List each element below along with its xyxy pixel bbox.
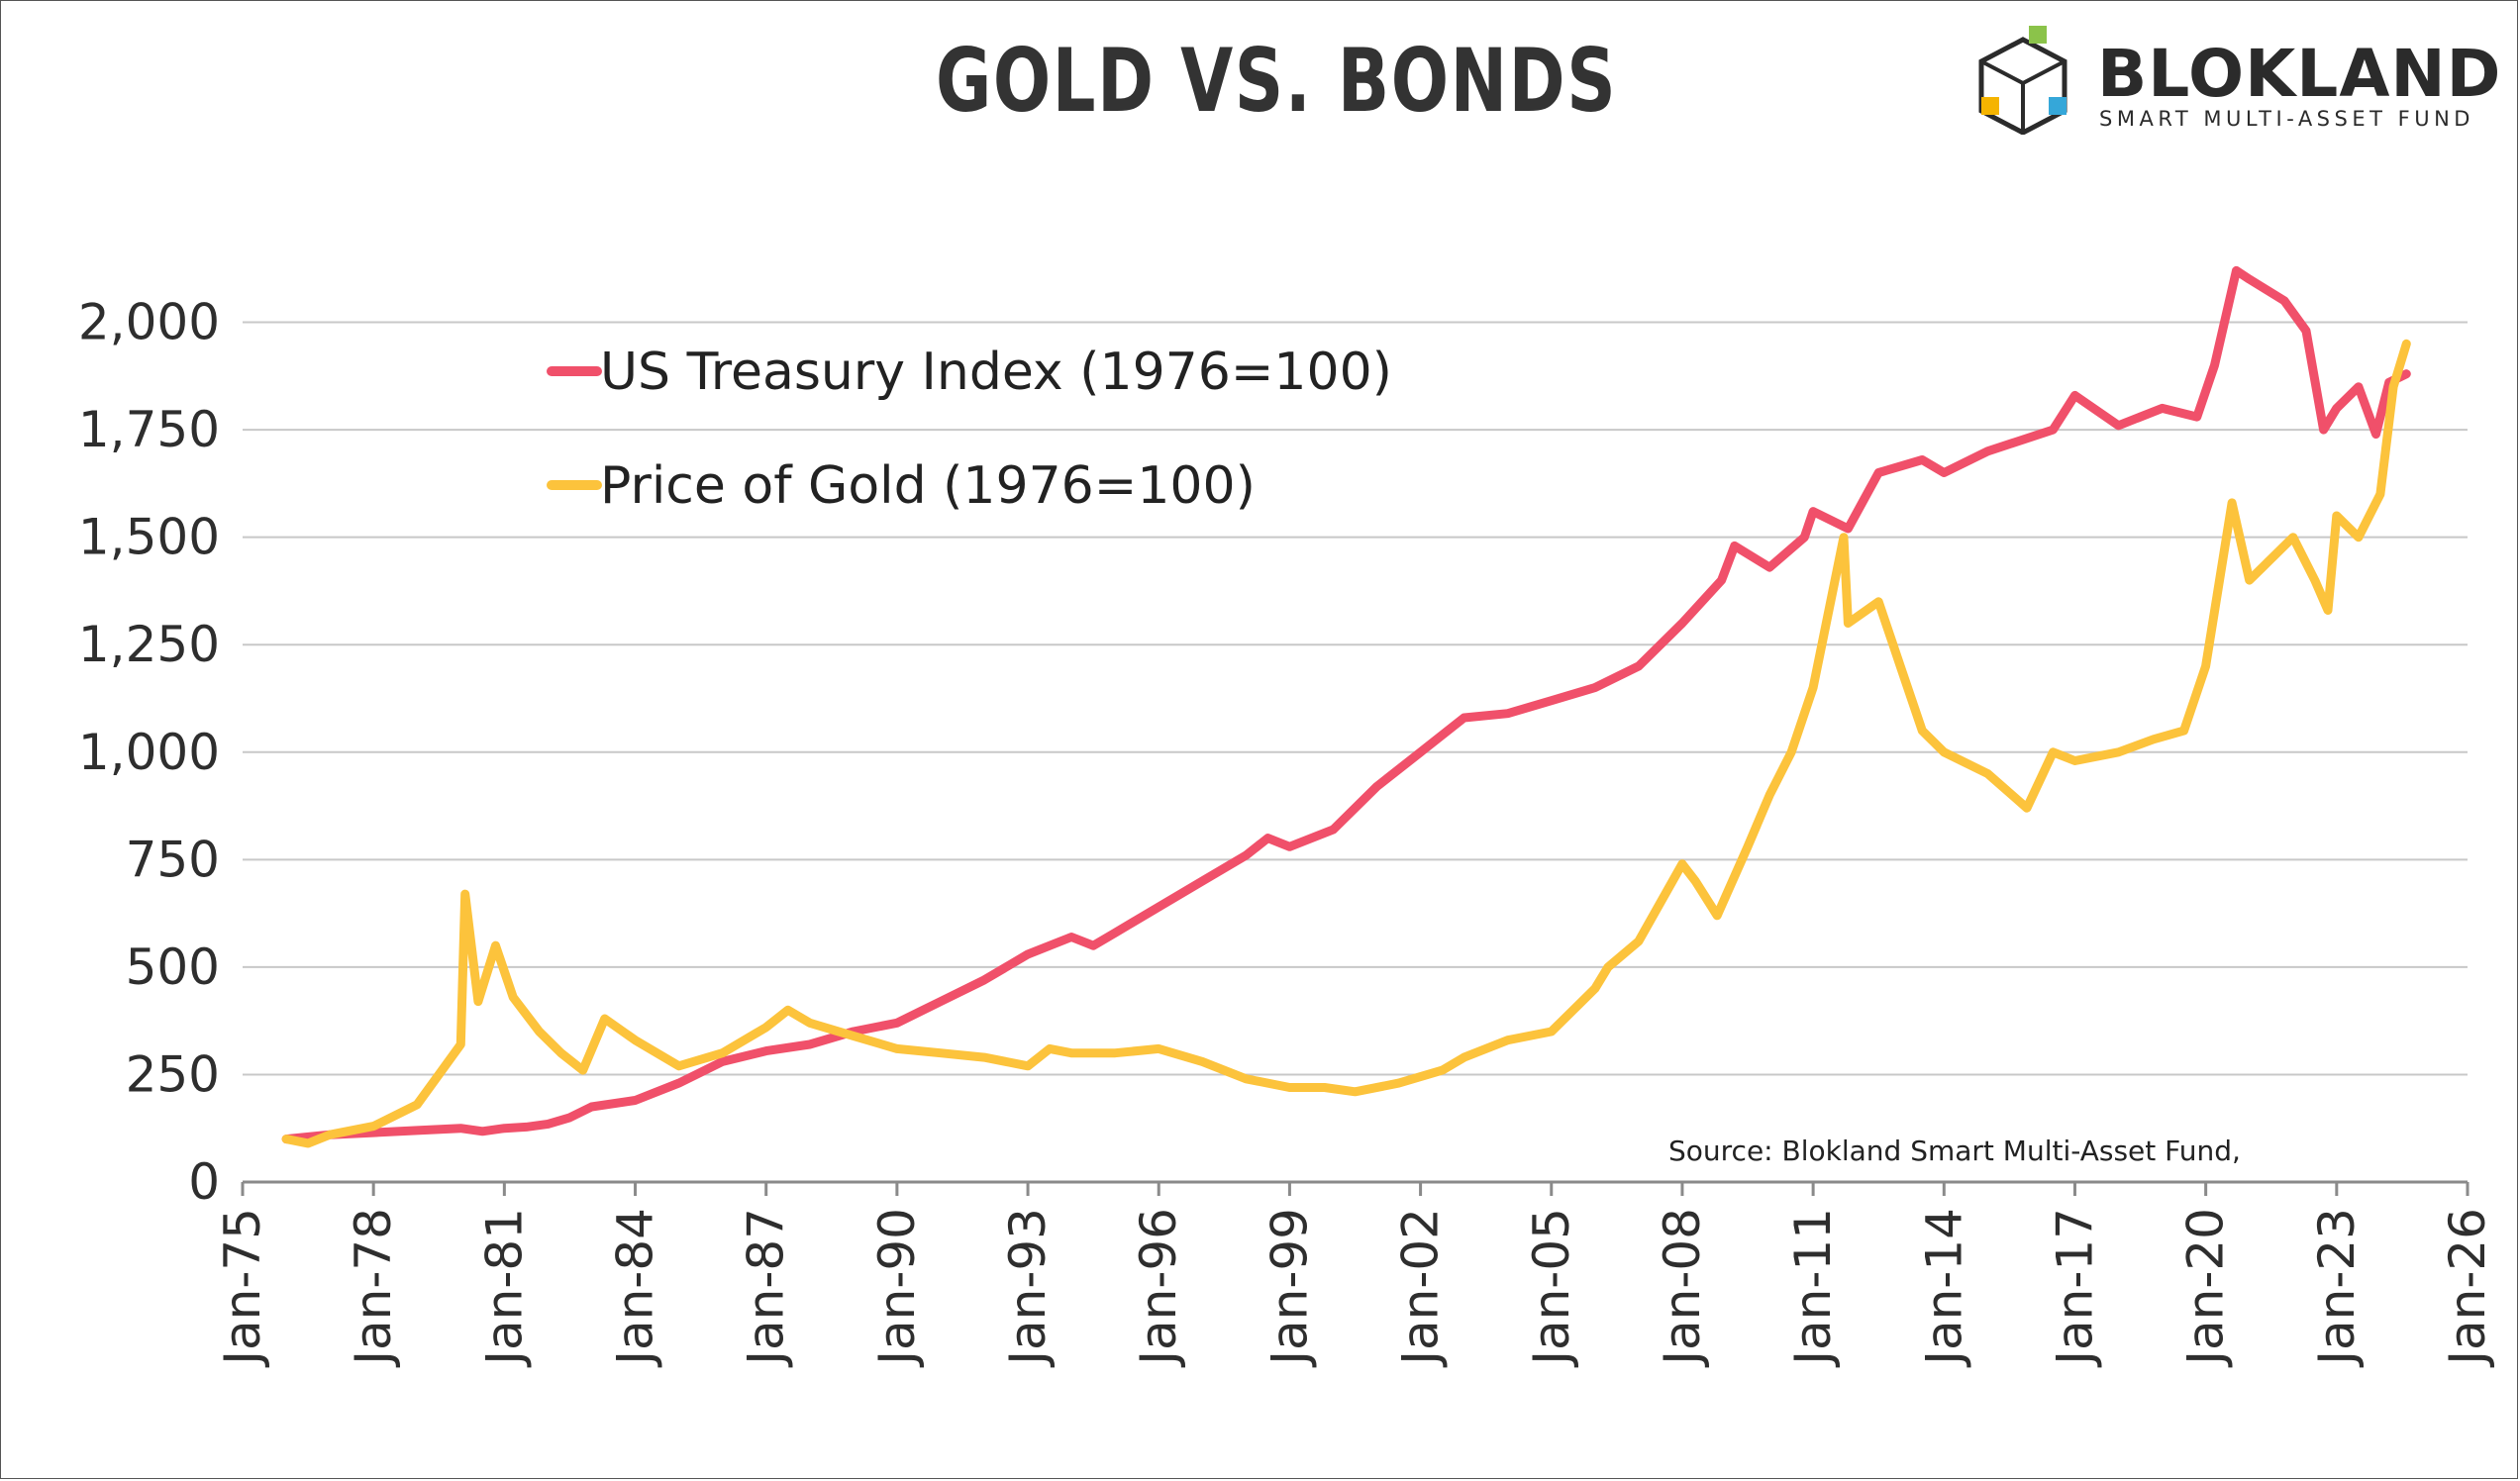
gold-series-line (281, 339, 2411, 1148)
y-tick-label: 0 (188, 1153, 220, 1211)
x-tick-label: Jan-96 (1130, 1208, 1187, 1368)
x-tick-label: Jan-87 (738, 1208, 795, 1368)
y-tick-label: 750 (126, 831, 220, 888)
y-tick-label: 500 (126, 938, 220, 996)
y-tick-label: 1,500 (78, 509, 220, 566)
x-tick-label: Jan-08 (1654, 1208, 1711, 1368)
y-axis-ticks: 0 250 500 750 1,000 1,250 1,500 1,750 2,000 (78, 294, 220, 1211)
page-title: GOLD VS. BONDS (936, 30, 1618, 132)
source-note: Source: Blokland Smart Multi-Asset Fund, (1668, 1135, 2241, 1167)
x-tick-label: Jan-90 (868, 1208, 926, 1368)
x-tick-label: Jan-02 (1392, 1208, 1450, 1368)
y-tick-label: 1,750 (78, 401, 220, 458)
x-tick-label: Jan-17 (2046, 1208, 2103, 1368)
legend-label: US Treasury Index (1976=100) (600, 343, 1392, 402)
brand-name: BLOKLAND (2097, 36, 2502, 112)
grid-lines (243, 321, 2468, 1076)
x-axis: Jan-75 Jan-78 Jan-81 Jan-84 Jan-87 Jan-90 Jan-… (214, 1180, 2496, 1368)
x-tick-label: Jan-78 (345, 1208, 402, 1368)
x-tick-label: Jan-11 (1784, 1208, 1842, 1368)
y-tick-label: 250 (126, 1045, 220, 1103)
x-tick-label: Jan-75 (214, 1208, 271, 1368)
x-tick-label: Jan-23 (2308, 1208, 2366, 1368)
x-tick-label: Jan-05 (1523, 1208, 1580, 1368)
legend: US Treasury Index (1976=100) Price of Gol… (547, 343, 1392, 516)
x-tick-label: Jan-84 (607, 1208, 664, 1368)
brand-tagline: SMART MULTI-ASSET FUND (2099, 107, 2474, 131)
y-tick-label: 1,000 (78, 724, 220, 781)
x-tick-label: Jan-81 (475, 1208, 533, 1368)
x-tick-label: Jan-20 (2177, 1208, 2235, 1368)
brand-logo (1978, 26, 2067, 135)
x-tick-label: Jan-99 (1260, 1208, 1318, 1368)
x-tick-label: Jan-93 (999, 1208, 1057, 1368)
treasury-series-line (281, 265, 2411, 1144)
legend-label: Price of Gold (1976=100) (600, 456, 1256, 516)
y-tick-label: 1,250 (78, 616, 220, 673)
x-tick-label: Jan-14 (1915, 1208, 1972, 1368)
x-tick-label: Jan-26 (2439, 1208, 2496, 1368)
y-tick-label: 2,000 (78, 294, 220, 351)
series-lines (281, 265, 2411, 1148)
cube-logo-icon (1978, 26, 2067, 135)
